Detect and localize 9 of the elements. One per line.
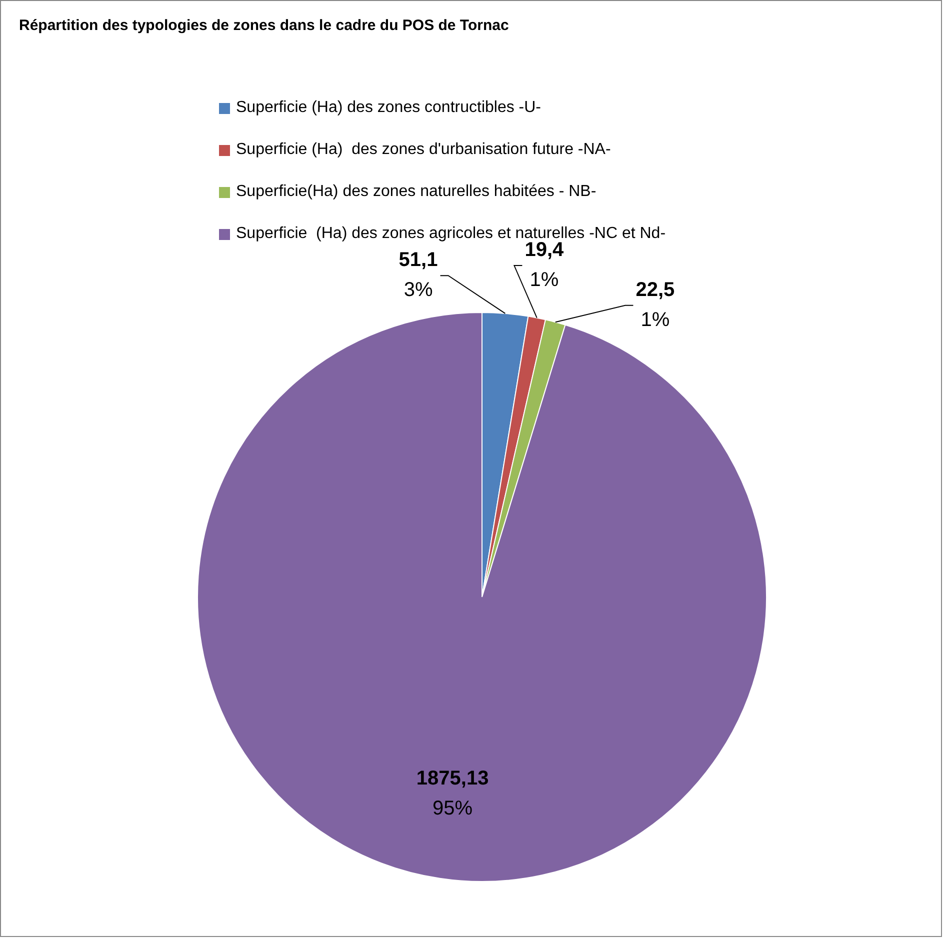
- legend-label: Superficie (Ha) des zones contructibles -U-: [236, 99, 542, 117]
- legend-label: Superficie (Ha) des zones d'urbanisation future -NA-: [236, 141, 611, 159]
- legend-label: Superficie(Ha) des zones naturelles habitées - NB-: [236, 183, 596, 201]
- data-label: 51,1 3%: [398, 249, 438, 302]
- chart-title: Répartition des typologies de zones dans le cadre du POS de Tornac: [19, 17, 509, 34]
- data-label: 22,5 1%: [636, 278, 675, 331]
- legend-label: Superficie (Ha) des zones agricoles et naturelles -NC et Nd-: [236, 225, 666, 242]
- data-label: 1875,13 95%: [416, 767, 489, 820]
- data-label: 19,4 1%: [524, 239, 565, 292]
